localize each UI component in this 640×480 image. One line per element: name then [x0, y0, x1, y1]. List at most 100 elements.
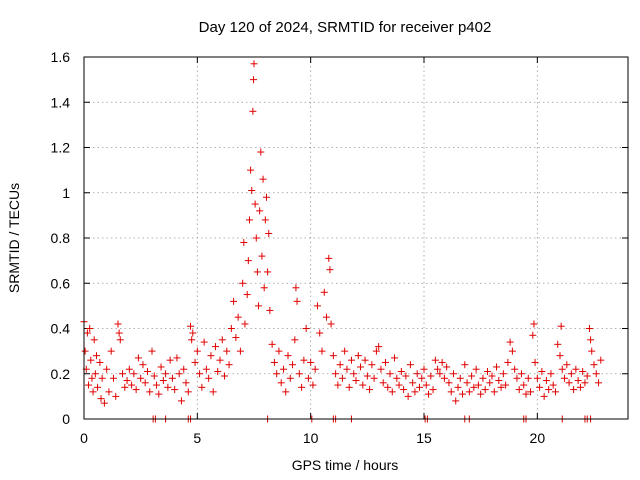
data-point [159, 377, 167, 385]
data-point [284, 352, 292, 360]
data-point [94, 383, 102, 391]
data-point [542, 377, 550, 385]
data-point [326, 266, 334, 274]
data-point [470, 383, 478, 391]
data-point [386, 370, 394, 378]
data-point [483, 367, 491, 375]
data-point [391, 354, 399, 362]
data-point [449, 370, 457, 378]
data-point [146, 388, 154, 396]
plot-frame [83, 56, 629, 420]
data-point [121, 383, 129, 391]
data-point [477, 390, 485, 398]
data-point [103, 365, 111, 373]
data-point [536, 383, 544, 391]
y-axis-label: SRMTID / TECUs [6, 183, 22, 293]
data-point [372, 347, 380, 355]
data-point [218, 336, 226, 344]
data-point [506, 338, 514, 346]
data-point [250, 76, 258, 84]
data-point [275, 347, 283, 355]
data-point [345, 383, 353, 391]
data-point [579, 367, 587, 375]
data-point [381, 358, 389, 366]
data-point [264, 268, 272, 276]
data-point [157, 363, 165, 371]
x-tick-label: 0 [80, 430, 88, 446]
data-point [395, 381, 403, 389]
y-tick-label: 1.4 [51, 94, 71, 110]
data-point [502, 381, 510, 389]
data-point [209, 388, 217, 396]
data-point [411, 388, 419, 396]
data-point [329, 352, 337, 360]
data-point [289, 361, 297, 369]
x-tick-label: 5 [193, 430, 201, 446]
x-axis-label: GPS time / hours [292, 457, 399, 473]
data-point [98, 374, 106, 382]
data-point [105, 388, 113, 396]
data-point [486, 379, 494, 387]
data-point [465, 388, 473, 396]
data-point [554, 340, 562, 348]
data-point [282, 388, 290, 396]
data-point [211, 343, 219, 351]
data-points [80, 60, 605, 423]
data-point [293, 297, 301, 305]
data-point [588, 347, 596, 355]
data-point [436, 370, 444, 378]
data-point [114, 320, 122, 328]
data-point [177, 397, 185, 405]
data-point [223, 347, 231, 355]
data-point [422, 381, 430, 389]
data-point [336, 361, 344, 369]
data-point [490, 388, 498, 396]
data-point [221, 372, 229, 380]
data-point [189, 329, 197, 337]
data-point [590, 361, 598, 369]
data-point [153, 381, 161, 389]
data-point [361, 356, 369, 364]
data-point [551, 388, 559, 396]
data-point [334, 381, 342, 389]
data-point [240, 239, 248, 247]
data-point [325, 254, 333, 262]
chart-title: Day 120 of 2024, SRMTID for receiver p40… [199, 19, 492, 36]
data-point [125, 365, 133, 373]
data-point [474, 381, 482, 389]
data-point [128, 381, 136, 389]
data-point [461, 361, 469, 369]
data-point [574, 377, 582, 385]
data-point [171, 386, 179, 394]
data-point [438, 358, 446, 366]
data-point [173, 354, 181, 362]
data-point [463, 379, 471, 387]
data-point [540, 392, 548, 400]
data-point [261, 216, 269, 224]
data-point [139, 361, 147, 369]
data-point [481, 386, 489, 394]
data-point [123, 377, 131, 385]
data-point [370, 374, 378, 382]
data-point [402, 372, 410, 380]
data-point [404, 392, 412, 400]
data-point [187, 322, 195, 330]
data-point [92, 352, 100, 360]
data-point [561, 374, 569, 382]
data-point [397, 367, 405, 375]
data-point [255, 302, 263, 310]
data-point [338, 374, 346, 382]
data-point [440, 374, 448, 382]
data-point [96, 358, 104, 366]
x-axis-ticks: 0 5 10 15 20 [80, 57, 545, 446]
data-point [318, 347, 326, 355]
y-tick-label: 1.6 [51, 49, 71, 65]
data-point [384, 383, 392, 391]
data-point [252, 234, 260, 242]
data-point [406, 361, 414, 369]
data-point [248, 186, 256, 194]
data-point [425, 390, 433, 398]
data-point [266, 306, 274, 314]
data-point [175, 370, 183, 378]
